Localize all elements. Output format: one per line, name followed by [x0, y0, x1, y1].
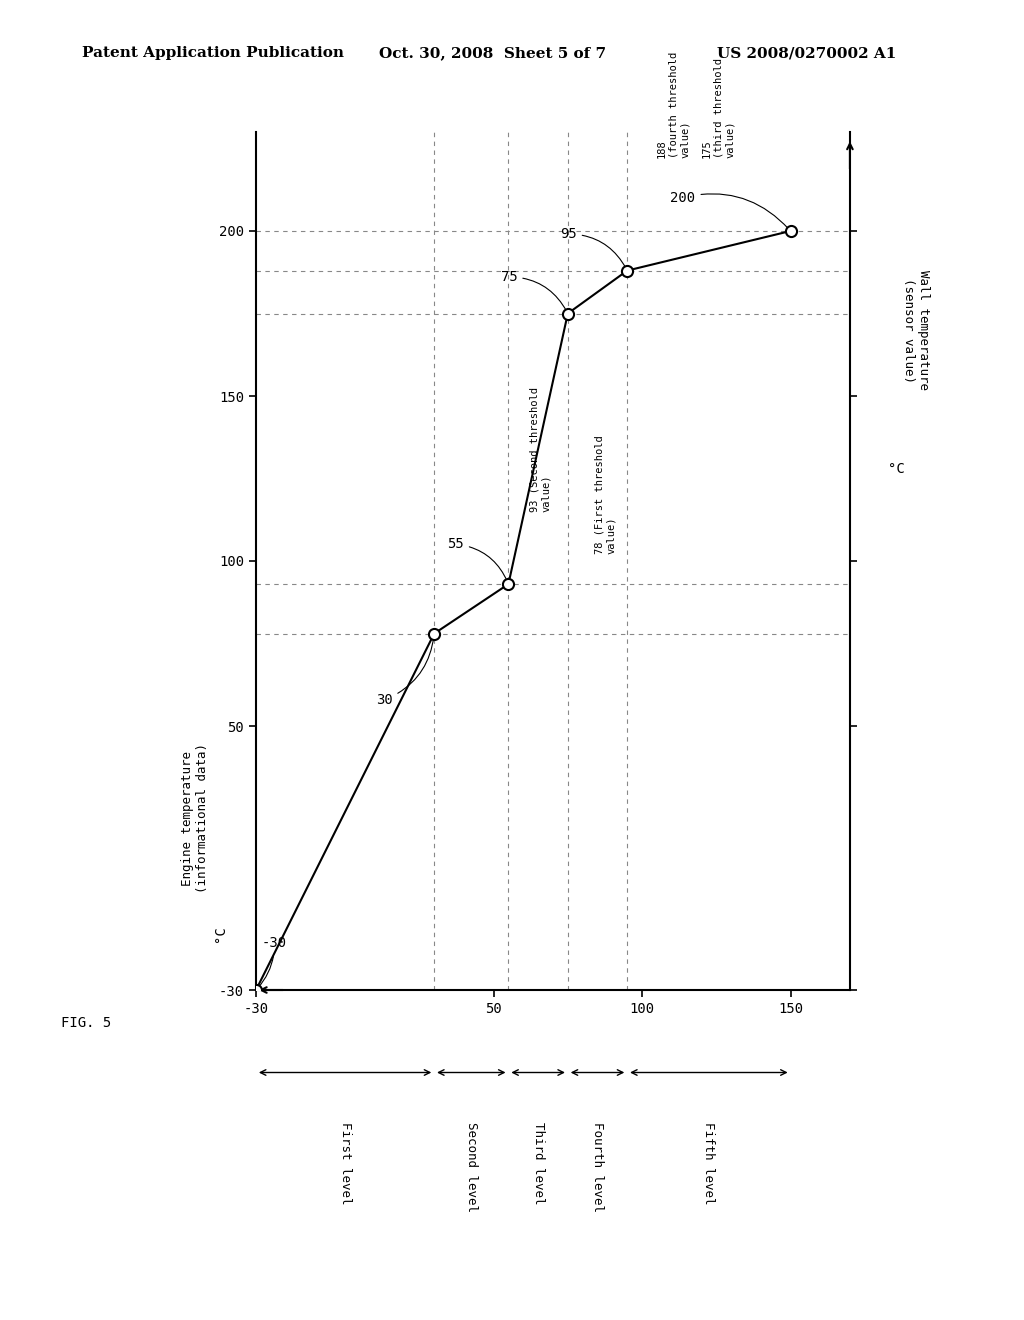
Text: Third level: Third level	[531, 1122, 545, 1204]
Text: US 2008/0270002 A1: US 2008/0270002 A1	[717, 46, 896, 61]
Text: 95: 95	[560, 227, 626, 268]
Text: Oct. 30, 2008  Sheet 5 of 7: Oct. 30, 2008 Sheet 5 of 7	[379, 46, 606, 61]
Text: 175
(third threshold
value): 175 (third threshold value)	[701, 58, 734, 158]
Text: °C: °C	[888, 462, 904, 475]
Text: Second level: Second level	[465, 1122, 478, 1212]
Text: -30: -30	[258, 936, 287, 987]
Text: 75: 75	[501, 269, 566, 312]
Text: °C: °C	[213, 925, 227, 941]
Text: First level: First level	[339, 1122, 351, 1204]
Text: 78 (First threshold
value): 78 (First threshold value)	[595, 436, 616, 554]
Text: 30: 30	[376, 636, 434, 708]
Text: Wall temperature
(sensor value): Wall temperature (sensor value)	[902, 271, 931, 389]
Text: Fourth level: Fourth level	[591, 1122, 604, 1212]
Text: Engine temperature
(informational data): Engine temperature (informational data)	[180, 743, 209, 894]
Text: Fifth level: Fifth level	[702, 1122, 716, 1204]
Text: FIG. 5: FIG. 5	[61, 1015, 112, 1030]
Text: 93 (Second threshold
value): 93 (Second threshold value)	[529, 387, 551, 511]
Text: 188
(fourth threshold
value): 188 (fourth threshold value)	[657, 53, 690, 158]
Text: 55: 55	[447, 537, 507, 582]
Text: Patent Application Publication: Patent Application Publication	[82, 46, 344, 61]
Text: 200: 200	[671, 190, 788, 228]
